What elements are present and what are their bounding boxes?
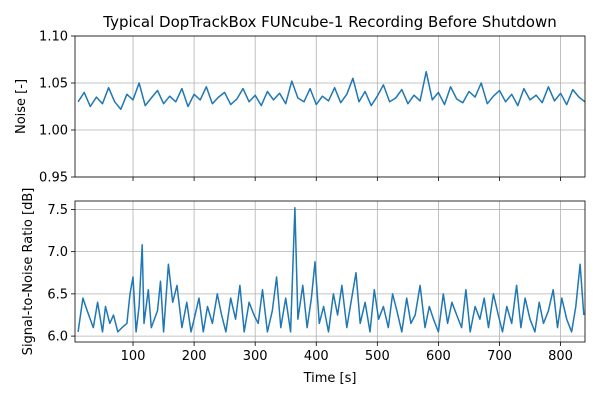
top-ytick-label: 1.00 [39,124,68,139]
bot-ytick-label: 6.5 [47,287,68,302]
xtick-label: 800 [548,349,573,364]
noise-ticks: 0.95 1.00 1.05 1.10 [39,30,561,186]
top-ytick-label: 0.95 [39,171,68,186]
xtick-label: 300 [243,349,268,364]
snr-grid [75,201,585,342]
snr-ticks: 100 200 300 400 500 600 700 800 6.0 6.5 7.0 7.5 [47,203,573,364]
noise-axes: 0.95 1.00 1.05 1.10 Typical DopTrackBox FUN… [14,13,586,186]
bot-series-line [77,207,585,333]
noise-series [77,70,586,111]
snr-series [77,207,585,333]
bot-ytick-label: 6.0 [47,330,68,345]
bot-ytick-label: 7.5 [47,203,68,218]
xtick-label: 100 [121,349,146,364]
xtick-label: 200 [182,349,207,364]
xtick-label: 500 [365,349,390,364]
xtick-label: 400 [304,349,329,364]
snr-ylabel: Signal-to-Noise Ratio [dB] [21,188,36,356]
snr-axes: 100 200 300 400 500 600 700 800 6.0 6.5 7.0 7.5 Tim… [21,188,586,386]
time-xlabel: Time [s] [303,371,357,386]
snr-axes-frame [74,200,586,343]
noise-grid [75,35,585,178]
chart-title: Typical DopTrackBox FUNcube-1 Recording … [102,13,556,31]
top-series-line [77,70,586,111]
noise-ylabel: Noise [-] [14,79,29,134]
xtick-label: 700 [487,349,512,364]
xtick-label: 600 [426,349,451,364]
noise-axes-frame [74,35,586,178]
top-ytick-label: 1.05 [39,77,68,92]
bot-ytick-label: 7.0 [47,245,68,260]
top-ytick-label: 1.10 [39,30,68,45]
